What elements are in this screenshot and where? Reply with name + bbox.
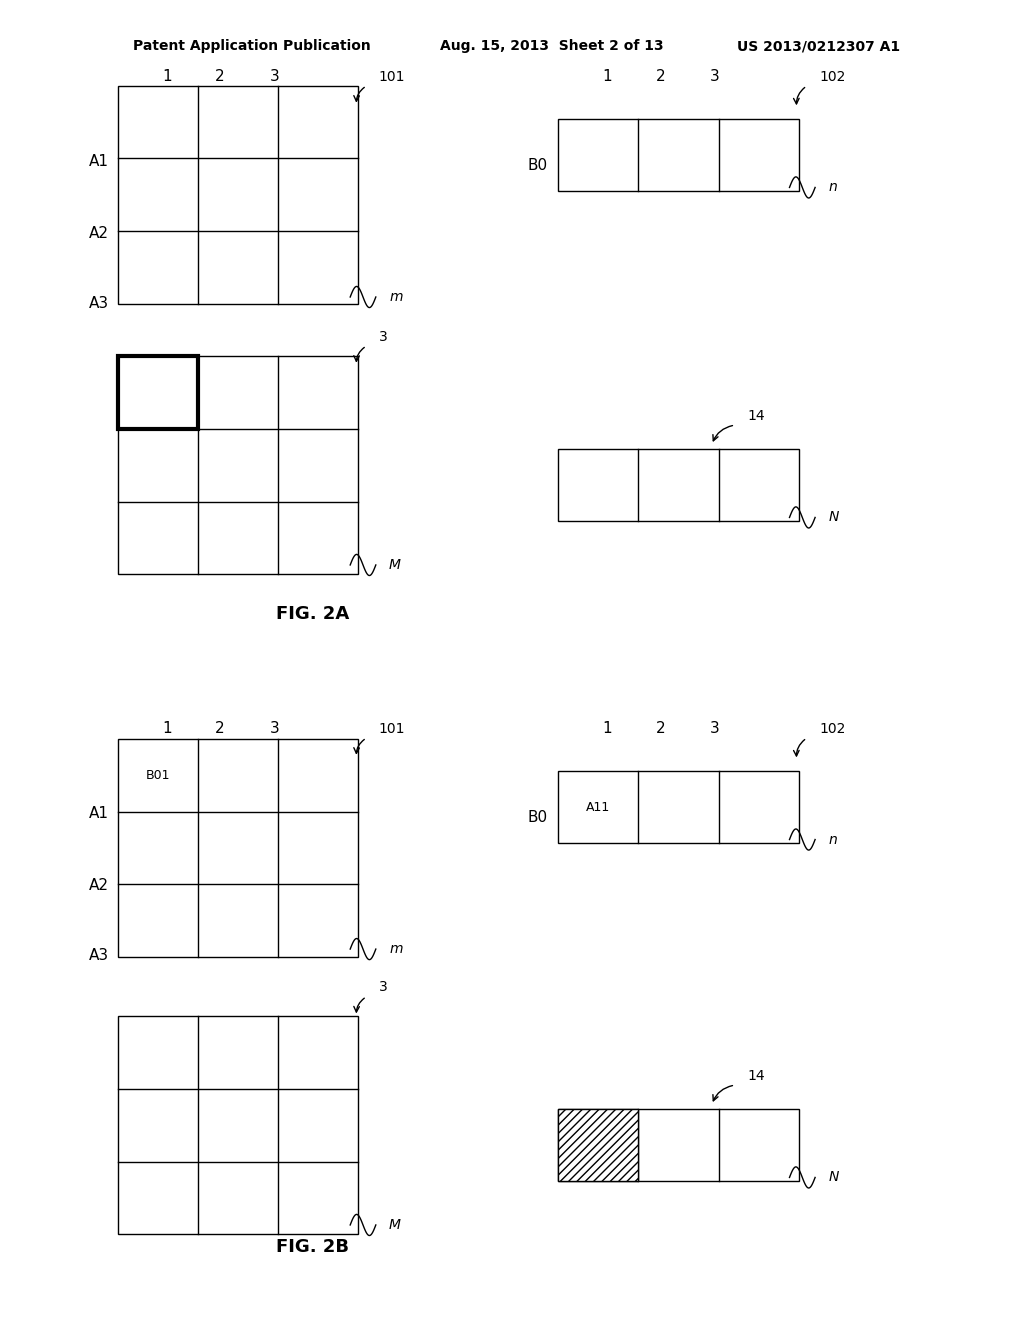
Text: N: N [828,1171,839,1184]
Bar [118,356,198,429]
Bar [118,356,358,574]
Text: 14: 14 [748,1069,765,1082]
Text: m: m [389,942,402,956]
Text: 2: 2 [655,721,666,737]
Text: B0: B0 [527,157,548,173]
Text: 102: 102 [819,70,846,83]
Bar [558,449,799,521]
Text: 3: 3 [379,981,388,994]
Bar [558,771,799,843]
Text: Aug. 15, 2013  Sheet 2 of 13: Aug. 15, 2013 Sheet 2 of 13 [440,40,664,53]
Text: 3: 3 [710,721,720,737]
Text: 3: 3 [710,69,720,84]
Text: B0: B0 [527,809,548,825]
Text: 2: 2 [215,721,225,737]
Text: n: n [828,181,838,194]
Text: 1: 1 [602,721,612,737]
Text: 1: 1 [162,69,172,84]
Text: Patent Application Publication: Patent Application Publication [133,40,371,53]
Text: m: m [389,290,402,304]
Text: 3: 3 [269,69,280,84]
Text: A11: A11 [586,801,610,813]
Bar [118,739,358,957]
Text: n: n [828,833,838,846]
Text: A2: A2 [89,878,110,894]
Text: A1: A1 [89,153,110,169]
Text: 2: 2 [655,69,666,84]
Text: FIG. 2A: FIG. 2A [275,605,349,623]
Text: 3: 3 [269,721,280,737]
Text: FIG. 2B: FIG. 2B [275,1238,349,1257]
Text: N: N [828,511,839,524]
Text: A3: A3 [89,948,110,964]
Text: 14: 14 [748,409,765,422]
Text: 2: 2 [215,69,225,84]
Text: A3: A3 [89,296,110,312]
Text: 1: 1 [162,721,172,737]
Text: M: M [389,1218,401,1232]
Bar [558,1109,638,1181]
Text: 1: 1 [602,69,612,84]
Bar [558,1109,799,1181]
Text: A1: A1 [89,805,110,821]
Bar [118,1016,358,1234]
Text: 102: 102 [819,722,846,735]
Text: US 2013/0212307 A1: US 2013/0212307 A1 [737,40,900,53]
Text: M: M [389,558,401,572]
Text: 101: 101 [379,70,406,83]
Bar [558,119,799,191]
Bar [118,86,358,304]
Text: B01: B01 [145,770,170,781]
Text: A2: A2 [89,226,110,242]
Text: 101: 101 [379,722,406,735]
Text: 3: 3 [379,330,388,343]
